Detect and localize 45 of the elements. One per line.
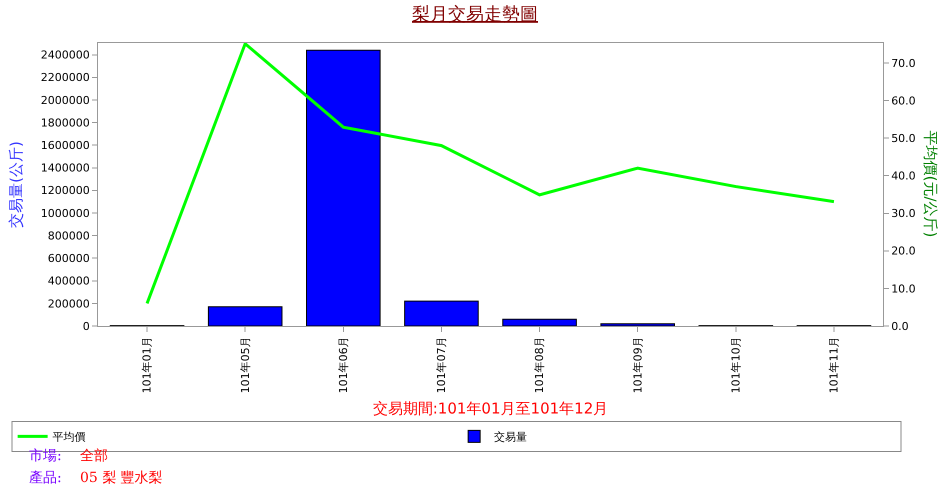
legend-label: 平均價 (52, 430, 86, 444)
y2-tick-label: 40.0 (891, 170, 916, 183)
y-tick-label: 800000 (48, 229, 90, 242)
y2-tick-label: 30.0 (891, 207, 916, 220)
y-tick-label: 1200000 (40, 184, 90, 198)
y2-tick-label: 20.0 (891, 244, 916, 258)
chart-title: 梨月交易走勢圖 (412, 4, 538, 26)
y2-tick-label: 0.0 (891, 320, 909, 333)
y2-tick-label: 50.0 (891, 132, 916, 145)
x-tick-label: 101年08月 (533, 336, 546, 394)
y-tick-label: 1400000 (40, 162, 90, 175)
y2-tick-label: 10.0 (891, 282, 916, 296)
bar (208, 306, 282, 326)
y-tick-label: 2400000 (40, 48, 90, 62)
bar (502, 318, 577, 326)
x-tick-label: 101年11月 (828, 336, 841, 394)
y-tick-label: 2200000 (40, 71, 90, 84)
y-tick-label: 400000 (48, 274, 90, 288)
x-tick-label: 101年09月 (631, 336, 644, 394)
x-tick-label: 101年07月 (435, 336, 448, 394)
bar (306, 50, 381, 326)
x-tick-label: 101年01月 (140, 336, 154, 394)
y2-tick-label: 70.0 (891, 56, 916, 70)
text: 全部 (80, 448, 108, 464)
y2-tick-label: 60.0 (891, 94, 916, 108)
y-tick-label: 1800000 (40, 116, 90, 130)
y-tick-label: 1600000 (40, 139, 90, 152)
x-tick-label: 101年06月 (336, 336, 350, 394)
bar (600, 323, 675, 326)
y-tick-label: 0 (82, 320, 90, 333)
y-tick-label: 200000 (48, 297, 90, 310)
y-tick-label: 600000 (48, 252, 90, 266)
legend-label: 交易量 (494, 430, 528, 444)
bar (404, 300, 479, 326)
y-tick-label: 2000000 (40, 94, 90, 107)
x-axis-title: 交易期間:101年01月至101年12月 (372, 399, 608, 418)
y2-axis-title: 平均價(元/公斤) (921, 130, 940, 238)
text: 產品: (29, 470, 62, 486)
x-tick-label: 101年10月 (729, 336, 742, 394)
y-axis-title: 交易量(公斤) (7, 141, 26, 228)
line-series (146, 43, 836, 305)
x-tick-label: 101年05月 (238, 336, 252, 394)
y-tick-label: 1000000 (40, 206, 90, 220)
text: 05 梨 豐水梨 (80, 470, 163, 486)
text: 市場: (29, 448, 62, 464)
